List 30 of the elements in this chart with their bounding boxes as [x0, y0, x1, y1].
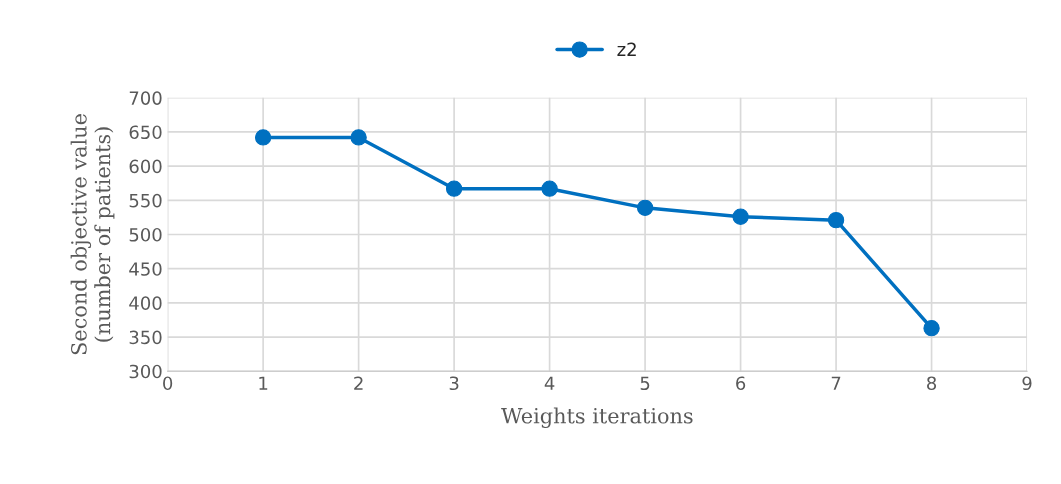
y-tick-label: 550	[129, 193, 162, 208]
y-tick-label: 450	[129, 262, 162, 276]
x-axis-title: Weights iterations	[501, 407, 693, 428]
point	[636, 199, 654, 216]
y-axis-title: Second objective value (number of patients)	[70, 114, 115, 355]
point	[254, 129, 272, 146]
x-tick-label: 9	[1022, 376, 1032, 391]
point	[732, 208, 749, 225]
x-tick-label: 8	[927, 376, 937, 391]
y-tick-label: 700	[129, 91, 162, 105]
point	[350, 129, 367, 146]
point	[541, 180, 558, 197]
x-tick-label: 4	[544, 376, 555, 390]
point	[923, 320, 940, 337]
y-tick-label: 600	[129, 159, 162, 174]
y-tick-label: 500	[129, 227, 162, 242]
x-tick-label: 6	[736, 376, 746, 391]
legend-label: z2	[617, 42, 636, 56]
x-tick-label: 2	[354, 376, 363, 390]
x-tick-label: 5	[640, 376, 650, 391]
y-tick-label: 350	[129, 330, 162, 345]
x-tick-label: 0	[163, 376, 173, 391]
y-tick-label: 300	[129, 364, 162, 379]
y-tick-label: 400	[129, 296, 162, 310]
y-tick-label: 650	[129, 125, 162, 140]
x-tick-label: 3	[449, 376, 459, 391]
point	[445, 180, 463, 197]
point	[827, 211, 845, 229]
x-tick-label: 1	[259, 376, 268, 390]
x-tick-label: 7	[831, 376, 841, 390]
